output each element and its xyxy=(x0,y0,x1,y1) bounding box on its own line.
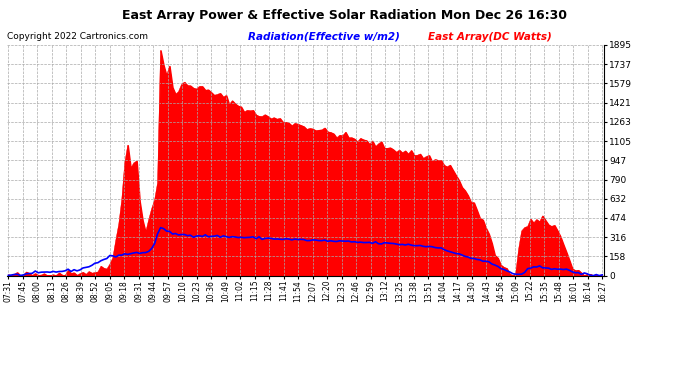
Text: Copyright 2022 Cartronics.com: Copyright 2022 Cartronics.com xyxy=(7,32,148,41)
Text: Radiation(Effective w/m2): Radiation(Effective w/m2) xyxy=(248,32,400,42)
Text: East Array(DC Watts): East Array(DC Watts) xyxy=(428,32,551,42)
Text: East Array Power & Effective Solar Radiation Mon Dec 26 16:30: East Array Power & Effective Solar Radia… xyxy=(123,9,567,22)
